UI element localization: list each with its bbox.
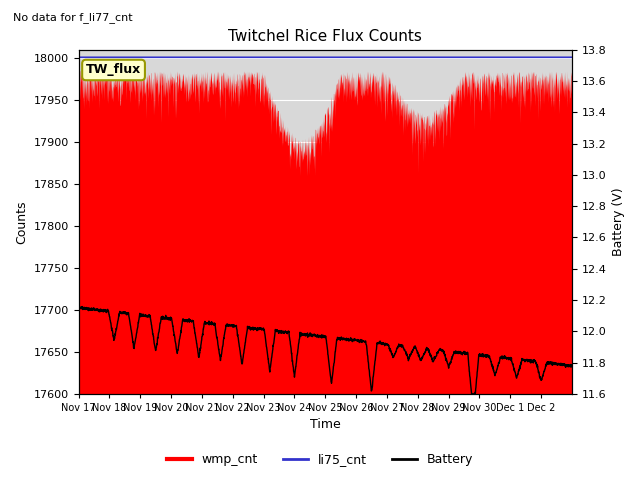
Title: Twitchel Rice Flux Counts: Twitchel Rice Flux Counts bbox=[228, 29, 422, 44]
Text: TW_flux: TW_flux bbox=[86, 63, 141, 76]
Legend: wmp_cnt, li75_cnt, Battery: wmp_cnt, li75_cnt, Battery bbox=[162, 448, 478, 471]
Y-axis label: Counts: Counts bbox=[15, 200, 28, 243]
Y-axis label: Battery (V): Battery (V) bbox=[612, 188, 625, 256]
Text: No data for f_li77_cnt: No data for f_li77_cnt bbox=[13, 12, 132, 23]
X-axis label: Time: Time bbox=[310, 419, 340, 432]
